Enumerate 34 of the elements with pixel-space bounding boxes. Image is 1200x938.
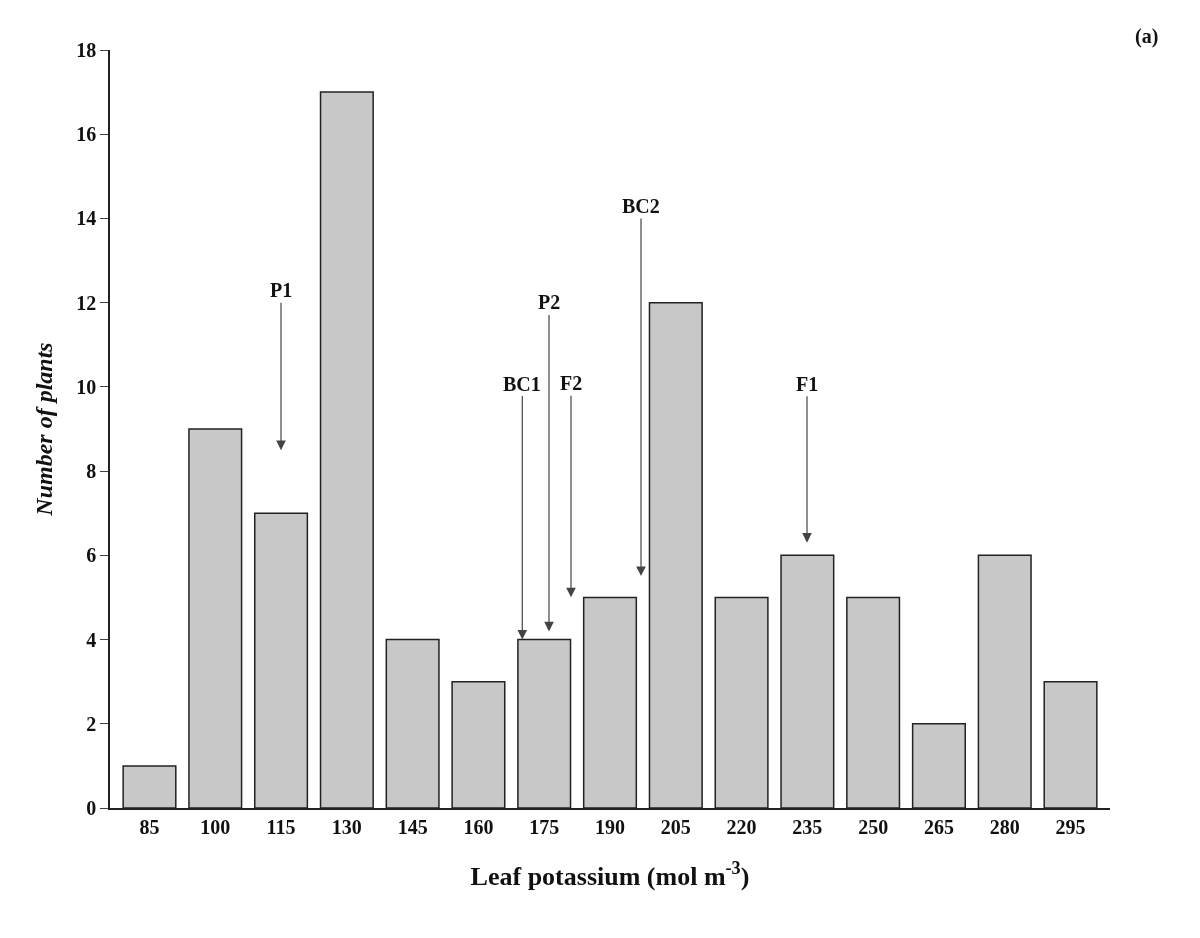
x-tick-label: 190 bbox=[595, 815, 625, 838]
y-tick-label: 18 bbox=[76, 39, 97, 61]
annotation: P1 bbox=[270, 279, 293, 301]
x-tick-label: 175 bbox=[529, 815, 560, 838]
y-tick-label: 2 bbox=[86, 712, 97, 735]
annotation: BC1 bbox=[503, 373, 541, 395]
annotation: BC2 bbox=[622, 195, 660, 217]
annotation: F2 bbox=[560, 372, 583, 394]
x-tick-label: 280 bbox=[989, 815, 1020, 838]
x-tick-label: 160 bbox=[463, 815, 494, 838]
annotation: F1 bbox=[796, 373, 819, 395]
x-tick-label: 145 bbox=[397, 815, 428, 838]
annotation: P2 bbox=[538, 291, 561, 313]
y-tick-label: 12 bbox=[76, 291, 97, 314]
x-tick-label: 265 bbox=[923, 815, 954, 838]
y-tick-label: 6 bbox=[86, 544, 97, 567]
y-tick-label: 0 bbox=[86, 797, 97, 819]
x-tick-label: 115 bbox=[266, 815, 296, 838]
x-tick-label: 205 bbox=[660, 815, 691, 838]
x-tick-label: 295 bbox=[1055, 815, 1086, 838]
x-tick-label: 130 bbox=[331, 815, 362, 838]
y-tick-label: 14 bbox=[76, 207, 97, 230]
y-tick-label: 16 bbox=[76, 123, 97, 146]
text: (a) bbox=[1135, 25, 1159, 48]
x-tick-label: 100 bbox=[200, 815, 231, 838]
y-tick-label: 8 bbox=[86, 460, 97, 483]
x-tick-label: 85 bbox=[139, 815, 160, 838]
y-axis-title: Number of plants bbox=[30, 342, 57, 517]
x-axis-title: Leaf potassium (mol m$^{-3}$) bbox=[470, 858, 750, 891]
y-tick-label: 10 bbox=[76, 375, 97, 398]
y-tick-label: 4 bbox=[86, 628, 97, 651]
x-tick-label: 250 bbox=[858, 815, 889, 838]
x-tick-label: 220 bbox=[726, 815, 757, 838]
x-tick-label: 235 bbox=[792, 815, 823, 838]
